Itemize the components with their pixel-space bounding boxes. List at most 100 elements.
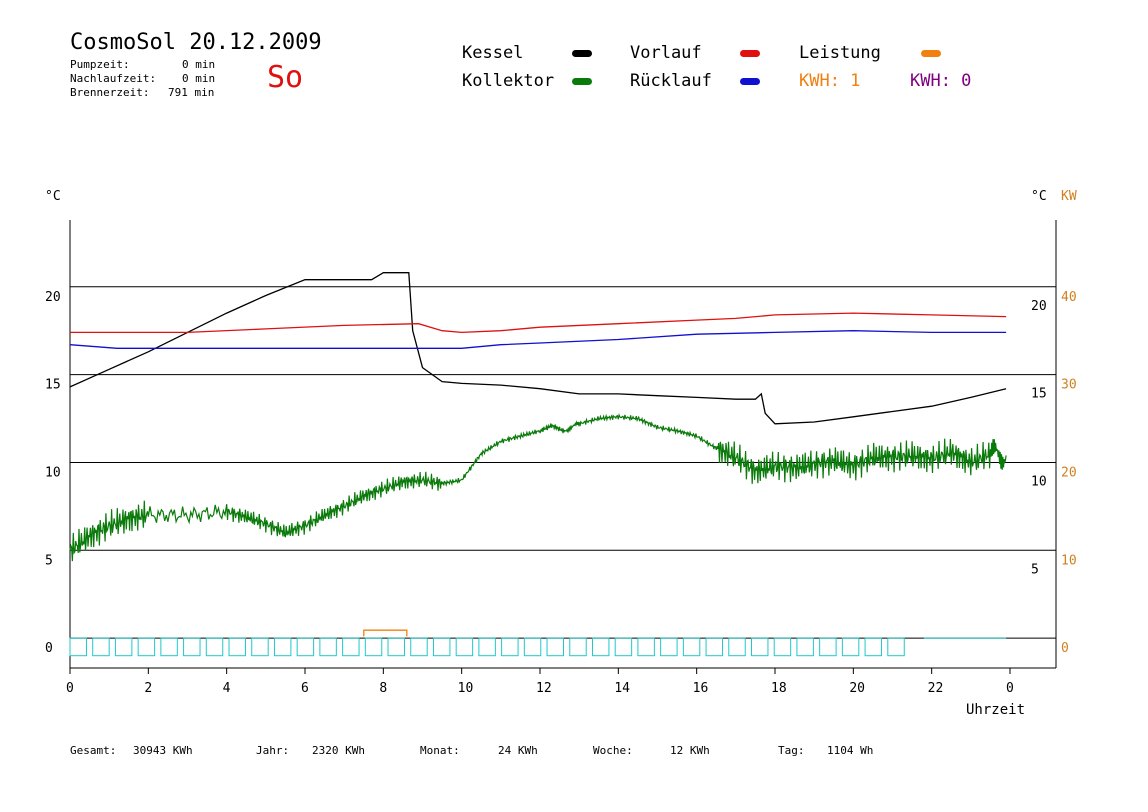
legend-ruecklauf-swatch <box>740 78 760 85</box>
pump-cycle <box>705 637 724 657</box>
x-tick-label: 12 <box>536 681 552 696</box>
footer-gesamt-label: Gesamt: <box>70 744 117 757</box>
x-tick-label: 0 <box>66 681 74 696</box>
pump-cycle <box>342 637 360 657</box>
legend-kollektor: Kollektor <box>462 71 555 91</box>
pump-cycle <box>387 637 405 657</box>
pump-cycle <box>432 637 451 657</box>
x-tick-label: 22 <box>928 681 944 696</box>
footer-monat-value: 24 KWh <box>498 744 538 757</box>
nachlaufzeit-value: 0 min <box>182 72 216 85</box>
x-tick-label: 14 <box>614 681 630 696</box>
pump-cycle <box>114 637 133 657</box>
pump-cycle <box>455 637 474 657</box>
x-tick-label: 20 <box>849 681 865 696</box>
pump-cycle <box>637 637 655 657</box>
y-right-c-tick-label: 20 <box>1031 299 1047 314</box>
pump-cycle <box>591 637 610 657</box>
series-ruecklauf <box>69 330 1007 349</box>
x-tick-label: 16 <box>693 681 709 696</box>
legend-ruecklauf: Rücklauf <box>630 71 712 91</box>
footer-tag-label: Tag: <box>778 744 805 757</box>
series-kollektor <box>69 412 1007 562</box>
legend-leistung-swatch <box>921 50 941 57</box>
pump-cycle <box>614 637 633 657</box>
footer-tag-value: 1104 Wh <box>827 744 874 757</box>
y-right-kw-tick-label: 10 <box>1061 553 1077 568</box>
pump-cycle <box>92 637 110 657</box>
x-tick-label: 2 <box>144 681 152 696</box>
footer-woche-label: Woche: <box>593 744 633 757</box>
legend-kwh2: KWH: 0 <box>910 71 972 91</box>
brennerzeit-value: 791 min <box>168 86 215 99</box>
pump-cycle <box>887 637 905 657</box>
pump-cycle <box>546 637 564 657</box>
y-right-c-tick-label: 10 <box>1031 474 1047 489</box>
y-right-kw-tick-label: 0 <box>1061 641 1069 656</box>
pump-cycle <box>228 637 246 657</box>
page-title: CosmoSol 20.12.2009 <box>70 30 322 55</box>
y-right-kw-tick-label: 20 <box>1061 465 1077 480</box>
y-right-kw-tick-label: 30 <box>1061 378 1077 393</box>
pump-cycle <box>773 637 792 657</box>
right-unit-kw-label: KW <box>1061 189 1077 204</box>
series-leistung <box>363 629 408 637</box>
pump-cycle <box>660 637 678 657</box>
x-tick-label: 18 <box>771 681 787 696</box>
footer-monat-label: Monat: <box>420 744 460 757</box>
pump-cycle <box>364 637 383 657</box>
x-tick-label: 10 <box>458 681 474 696</box>
pump-cycle <box>751 637 769 657</box>
pump-cycle <box>864 637 883 657</box>
pump-cycle <box>410 637 428 657</box>
legend-leistung: Leistung <box>799 43 881 63</box>
weekday-label: So <box>267 60 304 95</box>
y-left-tick-label: 20 <box>45 290 61 305</box>
pump-cycle <box>523 637 542 657</box>
series-kessel <box>69 272 1007 425</box>
footer-jahr-value: 2320 KWh <box>312 744 365 757</box>
pumpzeit-label: Pumpzeit: <box>70 58 130 71</box>
pump-cycle <box>682 637 701 657</box>
x-axis-label: Uhrzeit <box>966 702 1026 718</box>
pump-cycle <box>137 637 156 657</box>
legend-vorlauf: Vorlauf <box>630 43 702 63</box>
x-tick-label: 6 <box>301 681 309 696</box>
y-left-tick-label: 15 <box>45 378 61 393</box>
y-left-tick-label: 5 <box>45 553 53 568</box>
x-tick-label: 4 <box>223 681 231 696</box>
series-vorlauf <box>70 312 1007 334</box>
footer-woche-value: 12 KWh <box>670 744 710 757</box>
legend-kessel-swatch <box>572 50 592 57</box>
pump-cycle <box>569 637 587 657</box>
x-tick-label: 0 <box>1006 681 1014 696</box>
pump-cycle <box>183 637 201 657</box>
y-right-c-tick-label: 5 <box>1031 562 1039 577</box>
pump-cycle <box>478 637 496 657</box>
left-unit-label: °C <box>45 189 61 204</box>
y-left-tick-label: 0 <box>45 641 53 656</box>
pump-cycle <box>841 637 860 657</box>
y-right-kw-tick-label: 40 <box>1061 290 1077 305</box>
x-tick-label: 8 <box>379 681 387 696</box>
y-right-c-tick-label: 15 <box>1031 387 1047 402</box>
pump-cycle <box>796 637 814 657</box>
pump-cycle <box>501 637 519 657</box>
right-unit-c-label: °C <box>1031 189 1047 204</box>
pump-cycle <box>205 637 224 657</box>
pump-cycle <box>160 637 178 657</box>
legend-kessel: Kessel <box>462 43 524 63</box>
nachlaufzeit-label: Nachlaufzeit: <box>70 72 157 85</box>
brennerzeit-label: Brennerzeit: <box>70 86 150 99</box>
footer-gesamt-value: 30943 KWh <box>133 744 193 757</box>
legend-kollektor-swatch <box>572 78 592 85</box>
pumpzeit-value: 0 min <box>182 58 216 71</box>
pump-cycle <box>251 637 269 657</box>
y-left-tick-label: 10 <box>45 465 61 480</box>
pump-cycle <box>319 637 337 657</box>
legend-kwh1: KWH: 1 <box>799 71 861 91</box>
pump-cycle <box>296 637 315 657</box>
pump-cycle <box>69 637 87 657</box>
pump-cycle <box>819 637 837 657</box>
